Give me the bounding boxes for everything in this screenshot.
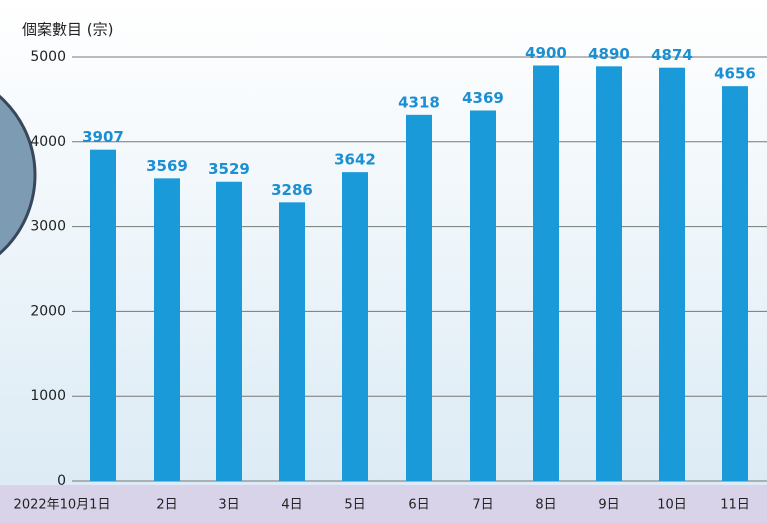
y-axis-label: 個案數目 (宗) xyxy=(22,21,113,39)
y-tick-label: 1000 xyxy=(30,388,66,404)
value-label: 3907 xyxy=(82,128,124,146)
y-tick-label: 0 xyxy=(57,473,66,489)
chart: 個案數目 (宗) 0 1000 2000 3000 4000 5000 3907 2022年1… xyxy=(0,0,767,523)
y-tick-label: 5000 xyxy=(30,49,66,65)
x-tick-label: 10日 xyxy=(657,498,687,513)
value-label: 4318 xyxy=(398,93,440,111)
x-tick-label: 3日 xyxy=(218,498,239,513)
value-label: 3529 xyxy=(208,160,250,178)
x-tick-label: 9日 xyxy=(598,498,619,513)
bar xyxy=(406,115,432,481)
bar xyxy=(90,150,116,481)
y-tick-label: 4000 xyxy=(30,134,66,150)
bar xyxy=(216,182,242,481)
bar xyxy=(659,68,685,481)
bar xyxy=(342,172,368,481)
value-label: 4656 xyxy=(714,65,756,83)
value-label: 4369 xyxy=(462,89,504,107)
x-tick-label: 5日 xyxy=(344,498,365,513)
x-tick-label: 6日 xyxy=(408,498,429,513)
value-label: 4900 xyxy=(525,44,567,62)
bar xyxy=(154,178,180,481)
category-band xyxy=(0,485,767,523)
x-tick-label: 7日 xyxy=(472,498,493,513)
bar xyxy=(470,111,496,481)
y-tick-label: 2000 xyxy=(30,303,66,319)
x-tick-label: 2日 xyxy=(156,498,177,513)
value-label: 3642 xyxy=(334,151,376,169)
value-label: 3569 xyxy=(146,157,188,175)
x-tick-label: 4日 xyxy=(281,498,302,513)
bar xyxy=(722,86,748,481)
value-label: 4874 xyxy=(651,46,693,64)
y-tick-label: 3000 xyxy=(30,219,66,235)
bar xyxy=(596,66,622,481)
x-tick-label: 2022年10月1日 xyxy=(14,498,111,513)
value-label: 4890 xyxy=(588,45,630,63)
x-tick-label: 11日 xyxy=(720,498,750,513)
bar xyxy=(533,65,559,481)
bar xyxy=(279,202,305,481)
value-label: 3286 xyxy=(271,181,313,199)
x-tick-label: 8日 xyxy=(535,498,556,513)
